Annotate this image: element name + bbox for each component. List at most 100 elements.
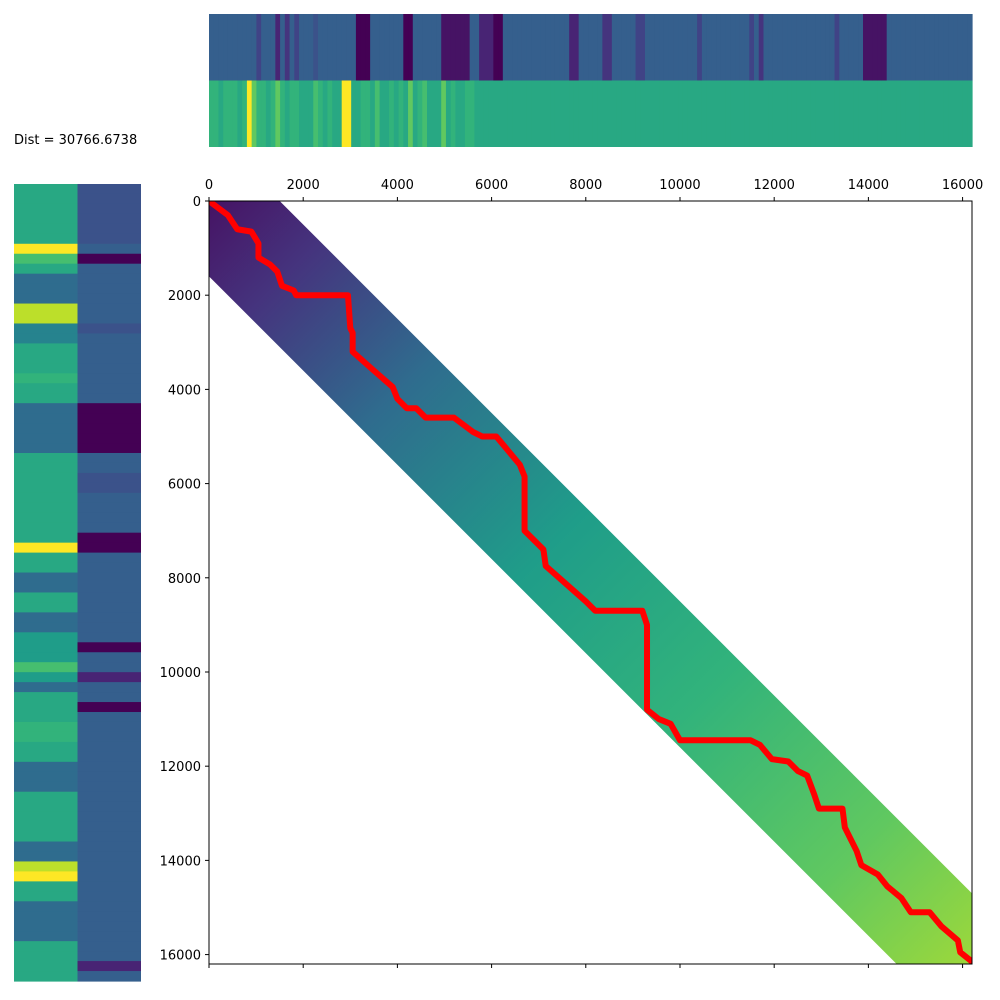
left-sequence-cell (77, 293, 141, 305)
left-sequence-cell (77, 512, 141, 524)
top-sequence-cell (450, 14, 457, 81)
top-sequence-cell (308, 80, 314, 147)
top-sequence-cell (569, 14, 575, 81)
top-sequence-cell (507, 80, 513, 147)
left-sequence-cell (77, 871, 141, 882)
top-sequence-cell (829, 80, 836, 147)
top-sequence-cell (336, 80, 343, 147)
left-sequence-cell (77, 652, 141, 663)
x-tick-label: 8000 (569, 178, 602, 193)
top-sequence-cell (915, 80, 921, 147)
top-sequence-cell (303, 14, 310, 81)
top-sequence-cell (735, 80, 741, 147)
top-sequence-cell (863, 80, 869, 147)
top-sequence-cell (744, 80, 750, 147)
top-sequence-cell (289, 80, 295, 147)
left-sequence-cell (14, 333, 78, 344)
left-sequence-cell (14, 443, 78, 454)
top-sequence-cell (265, 14, 272, 81)
top-sequence-cell (744, 14, 750, 81)
top-sequence-cell (431, 80, 438, 147)
left-sequence-cell (77, 951, 141, 962)
left-sequence-cell (77, 462, 141, 474)
left-sequence-cell (77, 323, 141, 335)
left-sequence-cell (14, 512, 78, 524)
left-sequence-cell (77, 273, 141, 285)
top-sequence-cell (365, 14, 371, 81)
top-sequence-cell (938, 80, 945, 147)
top-sequence-cell (261, 80, 267, 147)
top-sequence-cell (749, 14, 755, 81)
left-sequence-cell (77, 233, 141, 245)
left-sequence-cell (14, 831, 78, 843)
top-sequence-cell (517, 14, 523, 81)
top-sequence-cell (545, 80, 551, 147)
top-sequence-cell (398, 80, 404, 147)
top-sequence-cell (564, 80, 570, 147)
left-sequence-cell (14, 961, 78, 972)
top-sequence-cell (223, 14, 229, 81)
top-sequence-cell (607, 80, 613, 147)
left-sequence-cell (77, 193, 141, 205)
left-sequence-cell (14, 353, 78, 364)
top-sequence-cell (839, 14, 845, 81)
top-sequence-cell (436, 14, 442, 81)
top-sequence-cell (663, 80, 670, 147)
left-sequence-cell (14, 313, 78, 325)
top-sequence-cell (393, 14, 400, 81)
top-sequence-cell (223, 80, 229, 147)
top-sequence-cell (896, 14, 902, 81)
top-sequence-cell (313, 80, 319, 147)
left-sequence-cell (77, 961, 141, 972)
top-sequence-cell (863, 14, 869, 81)
top-sequence-cell (820, 14, 826, 81)
top-sequence-cell (673, 14, 679, 81)
top-sequence-cell (801, 80, 807, 147)
left-sequence-cell (77, 502, 141, 514)
x-axis-ticks: 0 2000 4000 6000 8000 10000 12000 14000 16000 (205, 178, 983, 968)
top-sequence-cell (635, 80, 641, 147)
left-sequence-cell (14, 184, 78, 195)
left-sequence-strip (14, 184, 141, 982)
top-sequence-cell (763, 80, 769, 147)
top-sequence-cell (682, 80, 689, 147)
left-sequence-cell (14, 243, 78, 255)
top-sequence-cell (251, 14, 257, 81)
left-sequence-cell (14, 951, 78, 962)
top-sequence-cell (512, 14, 518, 81)
left-sequence-cell (77, 223, 141, 235)
top-sequence-cell (720, 80, 727, 147)
top-sequence-cell (640, 80, 646, 147)
top-sequence-cell (919, 14, 926, 81)
left-sequence-cell (14, 871, 78, 882)
top-sequence-cell (408, 14, 414, 81)
top-sequence-cell (853, 14, 859, 81)
top-sequence-cell (844, 80, 850, 147)
top-sequence-cell (360, 80, 366, 147)
left-sequence-cell (77, 283, 141, 295)
left-sequence-cell (14, 662, 78, 673)
left-sequence-cell (14, 821, 78, 833)
top-sequence-cell (318, 80, 324, 147)
cost-band (209, 201, 972, 964)
top-sequence-cell (858, 14, 864, 81)
top-sequence-cell (706, 14, 712, 81)
top-sequence-cell (758, 80, 765, 147)
y-tick-label: 10000 (160, 666, 201, 681)
top-sequence-cell (768, 80, 774, 147)
left-sequence-cell (77, 552, 141, 564)
top-sequence-cell (839, 80, 845, 147)
top-sequence-cell (474, 80, 480, 147)
left-sequence-cell (14, 233, 78, 245)
top-sequence-cell (408, 80, 414, 147)
top-sequence-cell (512, 80, 518, 147)
left-sequence-cell (77, 921, 141, 932)
y-tick-label: 14000 (160, 854, 201, 869)
top-sequence-cell (815, 80, 821, 147)
top-sequence-cell (374, 14, 381, 81)
top-sequence-cell (545, 14, 551, 81)
left-sequence-cell (77, 542, 141, 554)
left-sequence-cell (14, 193, 78, 205)
top-sequence-cell (573, 80, 580, 147)
left-sequence-cell (77, 203, 141, 215)
